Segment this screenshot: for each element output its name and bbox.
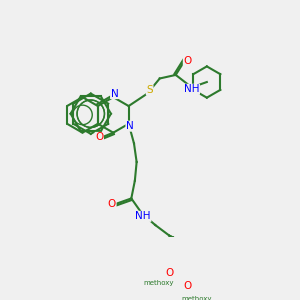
Text: methoxy: methoxy — [182, 296, 212, 300]
Text: O: O — [183, 56, 192, 66]
Text: NH: NH — [184, 84, 200, 94]
Text: N: N — [126, 121, 134, 131]
Text: methoxy: methoxy — [143, 280, 174, 286]
Text: O: O — [183, 281, 191, 291]
Text: NH: NH — [135, 212, 151, 221]
Text: O: O — [95, 132, 103, 142]
Text: S: S — [146, 85, 153, 95]
Text: O: O — [165, 268, 173, 278]
Text: N: N — [111, 88, 118, 99]
Text: O: O — [108, 199, 116, 209]
